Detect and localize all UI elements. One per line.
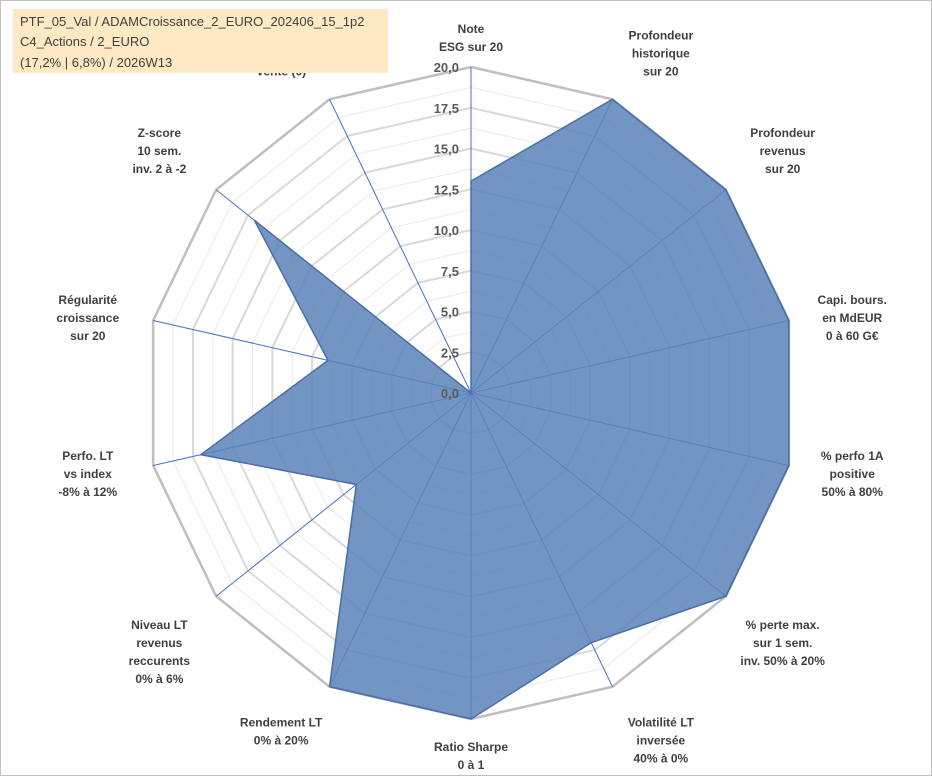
axis-label: Note xyxy=(458,22,485,36)
axis-label: 0 à 1 xyxy=(458,758,485,772)
series-area xyxy=(199,98,790,720)
axis-label: sur 20 xyxy=(765,162,801,176)
axis-label: 50% à 80% xyxy=(822,485,884,499)
tick-label: 0,0 xyxy=(441,386,459,401)
axis-label: sur 20 xyxy=(70,329,106,343)
info-box: PTF_05_Val / ADAMCroissance_2_EURO_20240… xyxy=(13,9,388,73)
axis-label: inv. 50% à 20% xyxy=(740,654,825,668)
axis-label: % perfo 1A xyxy=(821,449,884,463)
tick-label: 12,5 xyxy=(434,182,459,197)
tick-label: 10,0 xyxy=(434,223,459,238)
axis-label: Niveau LT xyxy=(131,618,188,632)
axis-spoke xyxy=(329,99,472,394)
radar-tick-labels: 0,0 2,5 5,0 7,5 10,0 12,5 15,0 17,5 20,0 xyxy=(434,60,459,401)
tick-label: 2,5 xyxy=(441,345,459,360)
axis-label: vs index xyxy=(64,467,112,481)
axis-label: inversée xyxy=(637,733,686,747)
axis-label: -8% à 12% xyxy=(58,485,117,499)
axis-label: reccurents xyxy=(129,654,191,668)
axis-label: Perfo. LT xyxy=(62,449,114,463)
tick-label: 15,0 xyxy=(434,142,459,157)
axis-label: revenus xyxy=(760,144,806,158)
axis-label: 0 à 60 G€ xyxy=(826,329,879,343)
info-performance: (17,2% | 6,8%) / 2026W13 xyxy=(20,55,173,70)
axis-label: Profondeur xyxy=(750,126,815,140)
axis-label: Régularité xyxy=(58,293,117,307)
radar-axis-labels: Note ESG sur 20 Profondeur historique sur 20… xyxy=(56,22,886,772)
axis-label: Profondeur xyxy=(629,29,694,43)
tick-label: 17,5 xyxy=(434,101,459,116)
info-category: C4_Actions / 2_EURO xyxy=(20,34,150,49)
axis-label: 40% à 0% xyxy=(634,751,689,765)
axis-label: en MdEUR xyxy=(822,311,882,325)
axis-label: croissance xyxy=(56,311,119,325)
axis-label: inv. 2 à -2 xyxy=(132,162,186,176)
axis-label: Ratio Sharpe xyxy=(434,740,508,754)
axis-label: Capi. bours. xyxy=(818,293,887,307)
tick-label: 7,5 xyxy=(441,264,459,279)
axis-label: Rendement LT xyxy=(240,715,323,729)
info-portfolio: PTF_05_Val / ADAMCroissance_2_EURO_20240… xyxy=(20,14,365,29)
axis-label: historique xyxy=(632,47,690,61)
axis-label: Z-score xyxy=(138,126,182,140)
axis-label: sur 1 sem. xyxy=(753,636,812,650)
axis-label: Volatilité LT xyxy=(628,715,695,729)
axis-label: % perte max. xyxy=(746,618,820,632)
radar-series xyxy=(199,98,790,720)
axis-label: sur 20 xyxy=(643,65,679,79)
axis-label: positive xyxy=(830,467,876,481)
tick-label: 20,0 xyxy=(434,60,459,75)
axis-label: 0% à 20% xyxy=(254,733,309,747)
axis-label: 10 sem. xyxy=(137,144,181,158)
axis-label: ESG sur 20 xyxy=(439,40,503,54)
axis-label: 0% à 6% xyxy=(135,672,183,686)
tick-label: 5,0 xyxy=(441,305,459,320)
axis-label: revenus xyxy=(136,636,182,650)
